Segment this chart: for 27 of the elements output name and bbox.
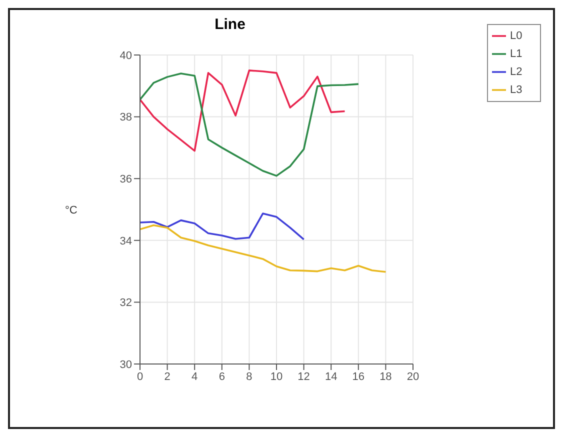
x-tick-label: 10 (270, 370, 283, 383)
x-tick-label: 18 (380, 370, 392, 383)
x-tick-label: 2 (164, 370, 170, 383)
y-tick-label: 34 (120, 235, 132, 248)
x-tick-label: 12 (298, 370, 310, 383)
chart-title: Line (214, 16, 246, 33)
y-tick-label: 36 (120, 174, 132, 186)
line-series (140, 212, 305, 240)
y-tick-label: 30 (120, 358, 132, 371)
x-tick-label: 0 (136, 370, 144, 383)
x-tick-label: 8 (246, 370, 252, 383)
y-tick-label: 40 (120, 50, 132, 62)
x-tick-label: 6 (218, 370, 225, 383)
legend-label: L0 (510, 30, 522, 42)
y-tick-label: 32 (120, 297, 132, 310)
legend-label: L2 (510, 66, 522, 78)
x-tick-label: 4 (192, 370, 198, 383)
x-tick-label: 16 (352, 370, 365, 383)
line-series (140, 70, 346, 152)
x-tick-label: 20 (406, 370, 420, 383)
line-series (140, 72, 360, 177)
x-tick-label: 14 (324, 370, 338, 383)
y-axis-title: °C (65, 204, 78, 216)
y-tick-label: 38 (120, 112, 132, 124)
legend-label: L1 (510, 48, 522, 60)
legend-label: L3 (510, 84, 522, 96)
line-series (140, 224, 387, 273)
